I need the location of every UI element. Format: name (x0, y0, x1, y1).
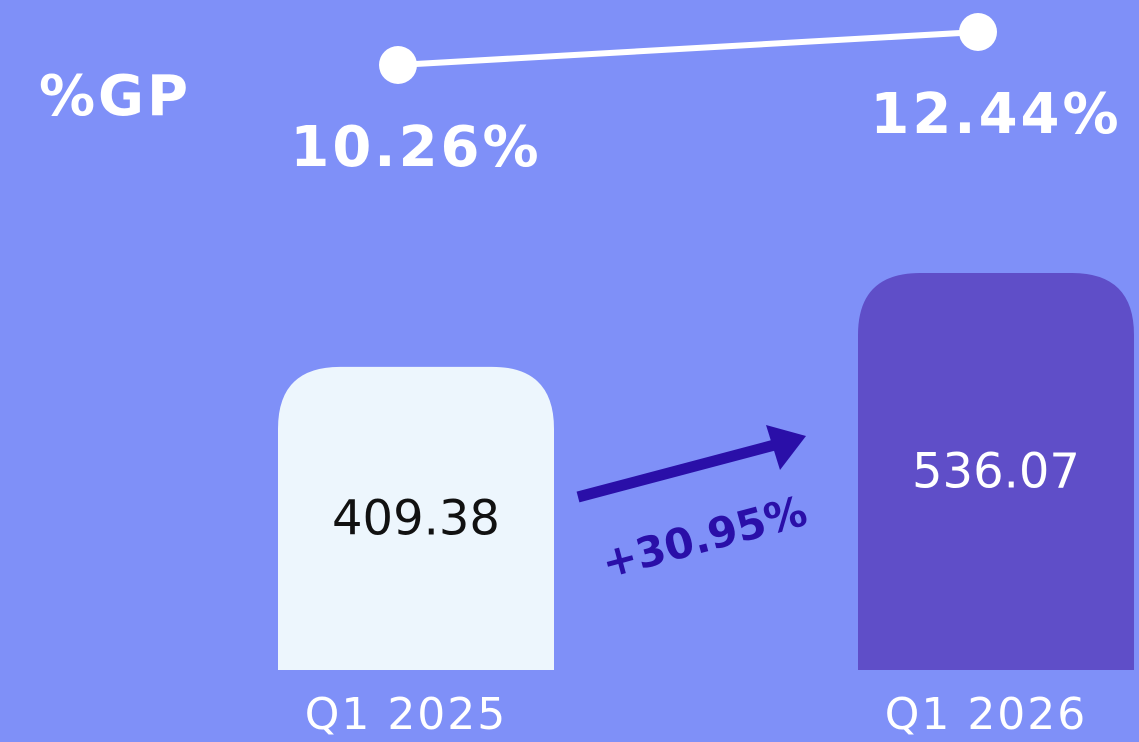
arrow-head (766, 425, 806, 470)
x-tick-label: Q1 2025 (305, 689, 508, 740)
gp-line (397, 29, 979, 68)
bar (858, 273, 1134, 670)
bar-value-label: 409.38 (332, 490, 500, 546)
gp-point (379, 46, 417, 84)
bar (278, 366, 554, 670)
bar-value-label: 536.07 (912, 444, 1080, 500)
x-tick-label: Q1 2026 (885, 689, 1088, 740)
gp-value-label: 12.44% (870, 82, 1121, 147)
gp-point (959, 13, 997, 51)
series-name: %GP (39, 64, 191, 129)
arrow-shaft (576, 437, 784, 503)
change-arrow (576, 425, 806, 503)
gp-value-label: 10.26% (290, 115, 541, 180)
